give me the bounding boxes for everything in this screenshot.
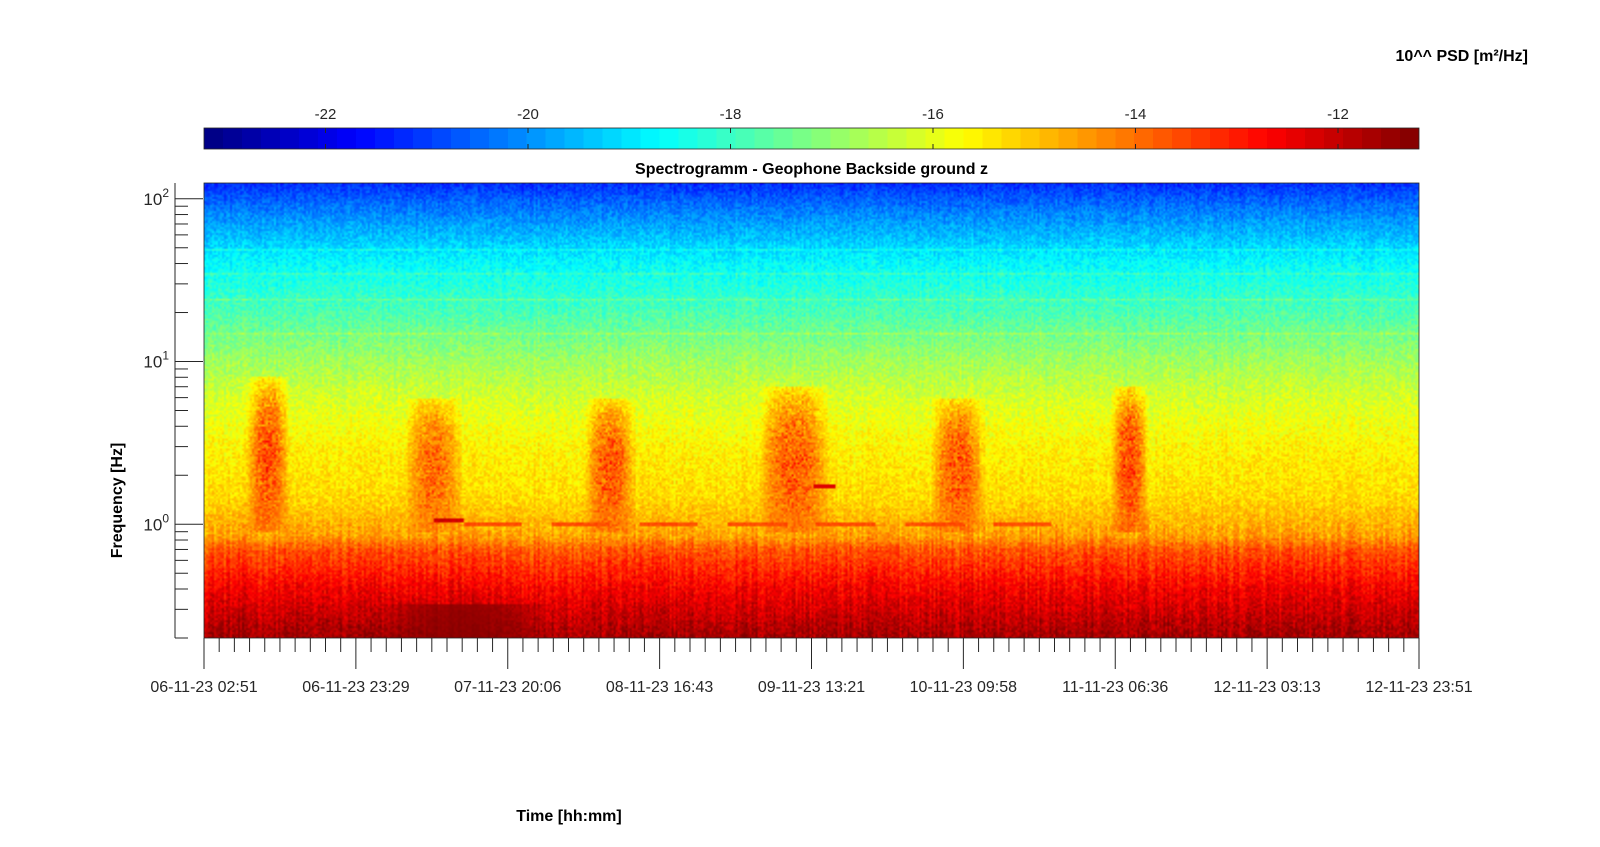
x-tick-label: 06-11-23 23:29 (302, 679, 409, 696)
x-axis-label: Time [hh:mm] (516, 808, 621, 825)
spectrogram-image (204, 183, 1419, 638)
colorbar-tick-label: -16 (922, 106, 944, 123)
x-tick-label: 12-11-23 03:13 (1213, 679, 1320, 696)
y-tick-label: 100 (143, 511, 169, 534)
x-tick-label: 07-11-23 20:06 (454, 679, 561, 696)
y-tick-label: 102 (143, 186, 169, 209)
x-tick-label: 06-11-23 02:51 (150, 679, 257, 696)
colorbar (204, 128, 1419, 149)
y-axis-label: Frequency [Hz] (109, 443, 126, 559)
x-tick-label: 09-11-23 13:21 (758, 679, 865, 696)
colorbar-unit-label: 10^^ PSD [m²/Hz] (1395, 48, 1528, 65)
colorbar-tick-label: -20 (517, 106, 539, 123)
colorbar-tick-label: -22 (315, 106, 337, 123)
y-tick-label: 101 (143, 349, 169, 372)
chart-title: Spectrogramm - Geophone Backside ground … (635, 161, 988, 178)
colorbar-tick-label: -12 (1327, 106, 1349, 123)
colorbar-tick-label: -14 (1125, 106, 1147, 123)
colorbar-frame (203, 127, 1420, 150)
x-tick-label: 11-11-23 06:36 (1062, 679, 1168, 696)
colorbar-tick-label: -18 (720, 106, 742, 123)
x-tick-label: 08-11-23 16:43 (606, 679, 713, 696)
x-tick-label: 12-11-23 23:51 (1365, 679, 1472, 696)
x-tick-label: 10-11-23 09:58 (910, 679, 1017, 696)
